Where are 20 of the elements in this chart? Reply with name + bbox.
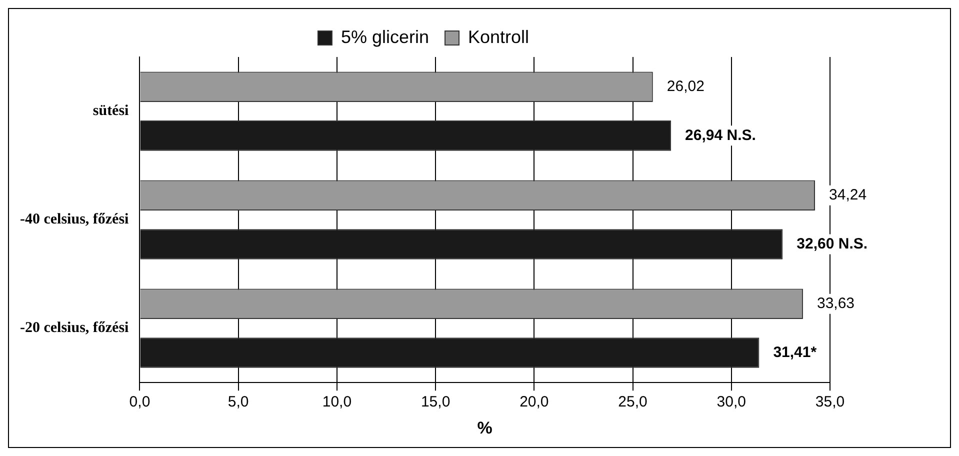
legend-label: Kontroll <box>468 26 530 47</box>
y-tick-label: sütési <box>92 103 129 120</box>
y-tick-label: -40 celsius, főzési <box>20 212 129 228</box>
data-label: 32,60 N.S. <box>796 235 868 252</box>
x-tick-label: 20,0 <box>520 394 549 411</box>
legend-label: 5% glicerin <box>340 26 430 47</box>
x-tick-label: 5,0 <box>228 394 249 411</box>
data-label: 31,41* <box>773 344 817 361</box>
x-axis-title: % <box>477 418 492 438</box>
data-label: 33,63 <box>816 295 855 312</box>
x-tick-label: 30,0 <box>716 394 746 411</box>
y-tick-label: -20 celsius, főzési <box>20 320 129 336</box>
data-label: 26,94 N.S. <box>685 126 756 144</box>
data-label: 34,24 <box>829 186 867 204</box>
x-tick-label: 0,0 <box>129 394 150 411</box>
x-tick-label: 10,0 <box>322 394 352 411</box>
x-tick-label: 35,0 <box>815 394 845 411</box>
data-label: 26,02 <box>666 78 704 95</box>
x-tick-label: 25,0 <box>618 394 648 411</box>
x-tick-label: 15,0 <box>420 394 450 411</box>
